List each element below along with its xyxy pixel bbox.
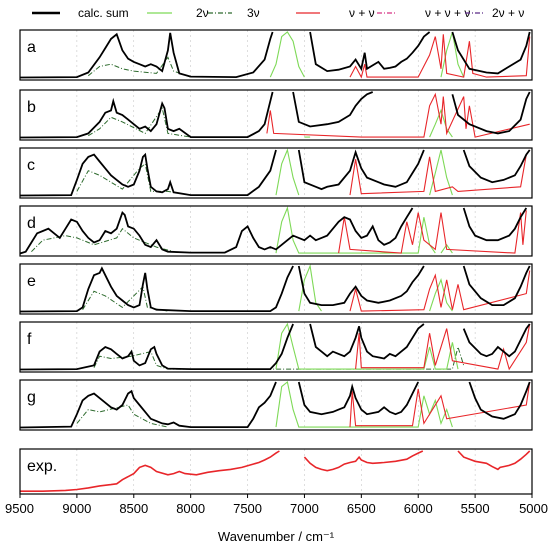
series-two-nu-panel-5	[298, 264, 322, 312]
panel-frame	[19, 379, 533, 431]
series-calc-sum-3-panel-1	[451, 31, 531, 75]
panels: a b c d e f g exp.	[19, 29, 533, 495]
panel-5: e	[19, 263, 533, 315]
series-nu-nu-panel-4	[338, 210, 527, 254]
series-three-nu-panel-7	[76, 404, 169, 428]
panel-frame	[19, 448, 533, 495]
series-calc-sum-3-panel-6	[462, 323, 531, 358]
series-calc-sum-2-panel-3	[297, 149, 425, 191]
x-tick-label: 5500	[461, 501, 490, 516]
series-calc-sum-panel-3	[20, 149, 277, 197]
panel-6: f	[19, 321, 533, 373]
series-two-nu-2-panel-1	[440, 31, 465, 78]
legend-label-2: 3ν	[247, 6, 260, 20]
series-nu-nu-panel-3	[349, 149, 531, 196]
experimental-spectrum-segment-1	[20, 450, 280, 492]
legend-label-4: ν + ν + ν	[425, 6, 470, 20]
legend-label-0: calc. sum	[78, 6, 129, 20]
panel-8: exp.	[19, 448, 533, 495]
series-calc-sum-3-panel-3	[462, 149, 531, 184]
series-calc-sum-2-panel-2	[292, 91, 374, 128]
series-calc-sum-2-panel-1	[309, 31, 431, 73]
series-two-nu-2-panel-4	[440, 243, 453, 254]
series-calc-sum-3-panel-7	[468, 381, 531, 420]
panel-frame	[19, 321, 533, 373]
panel-label: d	[27, 215, 36, 232]
series-calc-sum-panel-7	[20, 381, 277, 429]
panel-frame	[19, 89, 533, 141]
experimental-spectrum-segment-2	[303, 450, 424, 472]
x-tick-label: 6000	[404, 501, 433, 516]
panel-2: b	[19, 89, 533, 141]
series-calc-sum-panel-1	[20, 31, 274, 79]
x-axis: 9500 9000 8500 8000 7500 7000 6500 6000 5500 5000	[5, 494, 548, 516]
panel-label: a	[27, 39, 36, 56]
x-tick-label: 9500	[5, 501, 34, 516]
series-nu-nu-panel-2	[266, 92, 530, 138]
legend-label-5: 2ν + ν	[492, 6, 524, 20]
panel-label: g	[27, 389, 36, 406]
series-two-nu-panel-1	[269, 31, 305, 78]
panel-1: a	[19, 29, 533, 81]
series-calc-sum-3-panel-2	[451, 91, 531, 135]
panel-7: g	[19, 379, 533, 431]
panel-frame	[19, 147, 533, 199]
panel-label: f	[27, 331, 32, 348]
panel-label: e	[27, 273, 36, 290]
series-nu-nu-panel-1	[349, 34, 531, 79]
panel-frame	[19, 263, 533, 315]
series-two-nu-panel-7	[275, 381, 453, 428]
panel-label: b	[27, 99, 36, 116]
x-tick-label: 7000	[290, 501, 319, 516]
panel-label: exp.	[27, 458, 57, 475]
panel-label: c	[27, 157, 35, 174]
series-nu-nu-panel-7	[349, 381, 531, 428]
panel-frame	[19, 29, 533, 81]
legend-label-3: ν + ν	[349, 6, 375, 20]
x-tick-label: 9000	[62, 501, 91, 516]
series-two-nu-2-panel-2	[429, 108, 453, 138]
x-tick-label: 7500	[233, 501, 262, 516]
series-nu-nu-panel-6	[355, 323, 531, 371]
series-two-nu-panel-6	[275, 322, 459, 370]
series-three-nu-panel-5	[82, 285, 168, 312]
series-two-nu-panel-3	[275, 148, 300, 196]
legend-label-1: 2ν	[196, 6, 209, 20]
series-two-nu-panel-4	[275, 206, 436, 254]
panel-4: d	[19, 205, 533, 257]
series-nu-nu-panel-5	[349, 270, 531, 312]
experimental-spectrum-segment-3	[457, 450, 531, 471]
x-axis-title: Wavenumber / cm⁻¹	[218, 529, 335, 544]
series-calc-sum-2-panel-7	[297, 381, 420, 416]
x-tick-label: 6500	[347, 501, 376, 516]
series-calc-sum-3-panel-5	[462, 265, 531, 306]
x-tick-label: 5000	[519, 501, 548, 516]
series-calc-sum-2-panel-6	[309, 323, 425, 360]
series-two-nu-2-panel-5	[429, 278, 453, 312]
series-three-nu-panel-1	[87, 56, 191, 78]
series-calc-sum-2-panel-5	[297, 265, 425, 306]
panel-frame	[19, 205, 533, 257]
x-tick-label: 8000	[176, 501, 205, 516]
series-calc-sum-panel-4	[20, 207, 414, 255]
series-two-nu-2-panel-3	[429, 149, 453, 196]
series-three-nu-panel-4	[31, 227, 180, 254]
x-tick-label: 8500	[119, 501, 148, 516]
series-calc-sum-panel-6	[20, 323, 294, 371]
panel-3: c	[19, 147, 533, 199]
series-three-nu-panel-2	[88, 106, 191, 138]
legend: calc. sum 2ν 3ν ν + ν ν + ν + ν 2ν + ν	[32, 6, 524, 20]
series-calc-sum-panel-5	[20, 265, 294, 313]
series-calc-sum-3-panel-4	[462, 207, 528, 242]
series-calc-sum-panel-2	[20, 91, 274, 139]
